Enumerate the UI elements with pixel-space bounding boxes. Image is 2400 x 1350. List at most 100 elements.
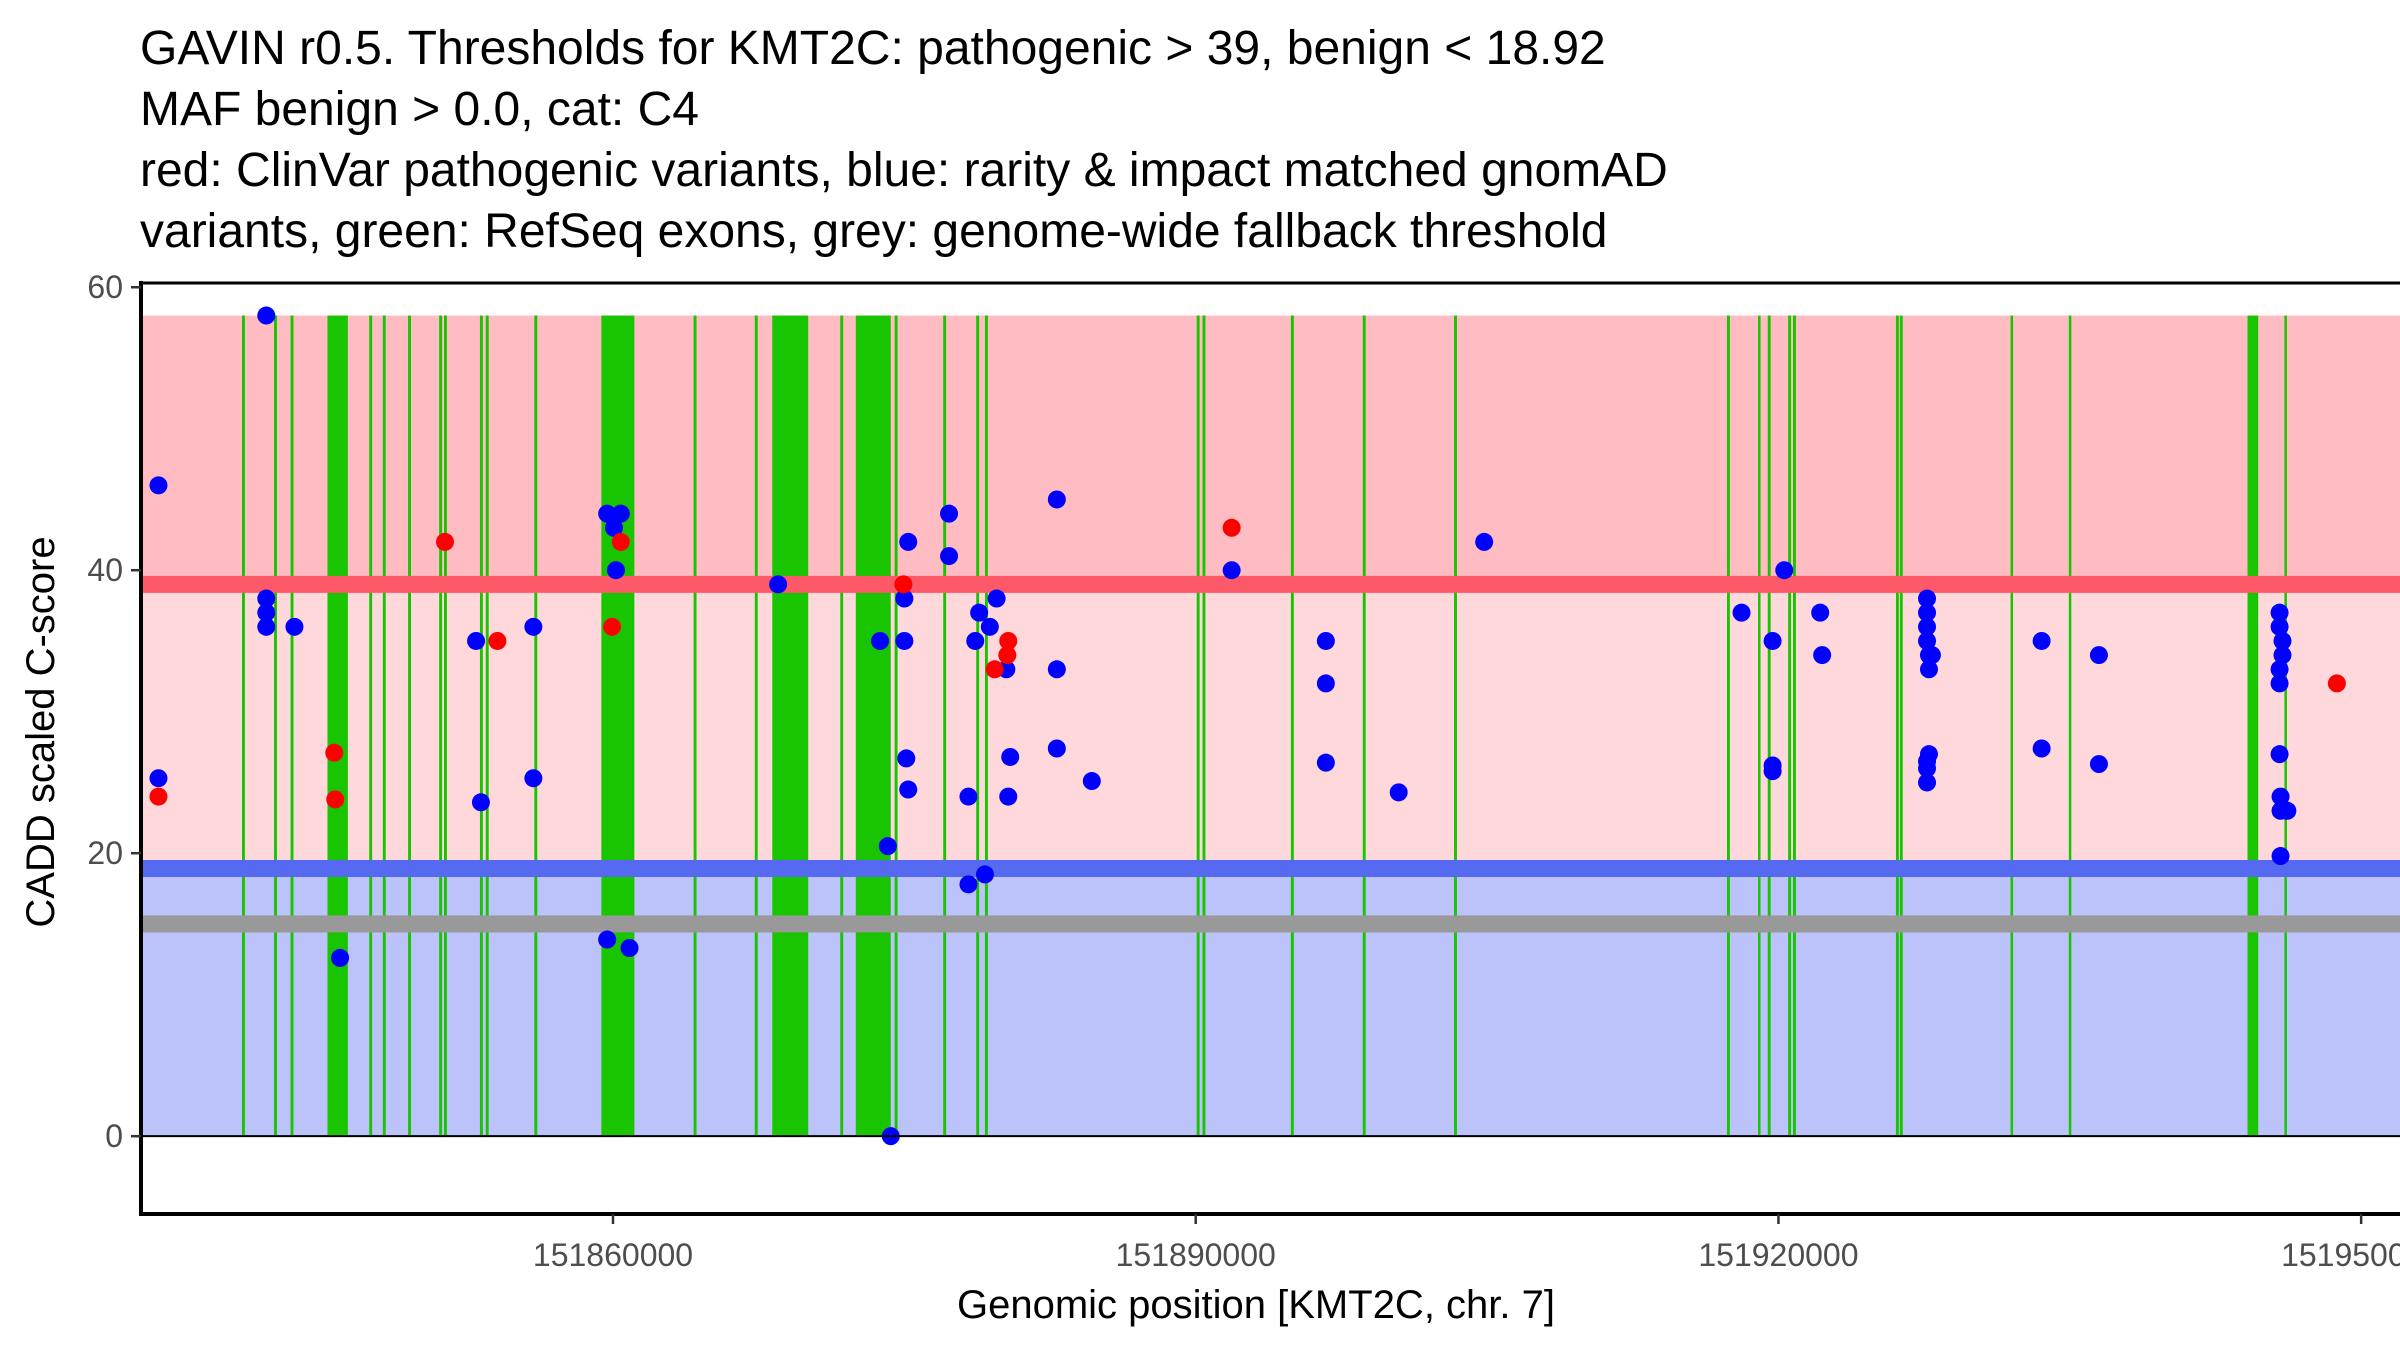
benign-threshold-line xyxy=(141,859,2400,877)
gnomad-point xyxy=(2270,617,2289,636)
exon-bar xyxy=(1290,315,1294,1137)
gnomad-point xyxy=(598,504,617,523)
gnomad-point xyxy=(1918,603,1937,622)
gnomad-point xyxy=(999,787,1018,806)
gnomad-point xyxy=(2273,631,2292,650)
gnomad-point xyxy=(2273,646,2292,665)
exon-bar xyxy=(840,315,844,1137)
clinvar-point xyxy=(998,646,1017,665)
gnomad-point xyxy=(257,589,276,608)
gnomad-point xyxy=(285,617,304,636)
gnomad-point xyxy=(1918,617,1937,636)
y-tick-label: 20 xyxy=(87,835,123,871)
gnomad-point xyxy=(987,589,1006,608)
gnomad-point xyxy=(2271,847,2290,866)
gnomad-point xyxy=(2089,646,2108,665)
exon-bar xyxy=(439,315,443,1137)
y-axis-label: CADD scaled C-score xyxy=(19,536,63,927)
gnomad-point xyxy=(1316,753,1335,772)
gnomad-point xyxy=(2270,674,2289,693)
exon-bar xyxy=(1454,315,1457,1137)
exon-bar xyxy=(290,315,294,1137)
gnomad-point xyxy=(940,547,959,566)
gnomad-point xyxy=(467,631,486,650)
gnomad-point xyxy=(1813,646,1832,665)
gnomad-point xyxy=(1775,561,1794,580)
exon-bar xyxy=(1895,315,1899,1137)
exon-bar xyxy=(772,315,809,1137)
exon-bar xyxy=(327,315,348,1137)
exon-bar xyxy=(2247,315,2259,1137)
gnomad-point xyxy=(769,575,788,594)
title-line-3: red: ClinVar pathogenic variants, blue: … xyxy=(140,144,1668,197)
exon-bar xyxy=(855,315,891,1137)
exon-bar xyxy=(1196,315,1200,1137)
gnomad-point xyxy=(1763,631,1782,650)
gnomad-point xyxy=(1763,762,1782,781)
exon-bar xyxy=(479,315,483,1137)
clinvar-point xyxy=(985,660,1004,679)
gnomad-point xyxy=(611,504,630,523)
exon-bar xyxy=(693,315,697,1137)
exon-bar xyxy=(894,315,898,1137)
gnomad-point xyxy=(2032,739,2051,758)
exon-bar xyxy=(1758,315,1761,1137)
clinvar-point xyxy=(611,532,630,551)
title-line-2: MAF benign > 0.0, cat: C4 xyxy=(140,83,699,136)
gnomad-point xyxy=(940,504,959,523)
gnomad-point xyxy=(897,749,916,768)
exon-bar xyxy=(976,315,980,1137)
gnomad-point xyxy=(899,780,918,799)
title-line-1: GAVIN r0.5. Thresholds for KMT2C: pathog… xyxy=(140,22,1606,75)
gnomad-point xyxy=(149,769,168,788)
x-tick-label: 151890000 xyxy=(1116,1237,1276,1273)
gnomad-point xyxy=(878,837,897,856)
exon-bar xyxy=(1726,315,1730,1137)
exon-bar xyxy=(1899,315,1903,1137)
clinvar-point xyxy=(603,617,622,636)
gnomad-point xyxy=(1918,759,1937,778)
exon-bar xyxy=(2284,315,2287,1137)
exon-bar xyxy=(754,315,758,1137)
exon-bar xyxy=(601,315,635,1137)
exon-bar xyxy=(984,315,988,1137)
gnomad-point xyxy=(620,939,639,957)
axis-layer: 0 20 40 60 151860000 151890000 151920000 151950… xyxy=(87,269,2400,1273)
clinvar-point xyxy=(435,532,454,551)
gnomad-point xyxy=(2089,755,2108,774)
gnomad-point xyxy=(959,787,978,806)
gnomad-point xyxy=(975,865,994,884)
pathogenic-threshold-line xyxy=(141,575,2400,593)
chart-title: GAVIN r0.5. Thresholds for KMT2C: pathog… xyxy=(140,18,1668,262)
gnomad-point xyxy=(970,603,989,622)
gnomad-point xyxy=(257,603,276,622)
gnomad-point xyxy=(959,875,978,894)
gnomad-point xyxy=(2270,660,2289,679)
gnomad-point xyxy=(895,631,914,650)
point-layer xyxy=(149,306,2346,1146)
gnomad-point xyxy=(598,930,617,949)
gnomad-point xyxy=(331,948,350,967)
gnomad-point xyxy=(1001,747,1020,766)
gnomad-point xyxy=(1047,490,1066,509)
gnomad-point xyxy=(1918,631,1937,650)
exon-bar xyxy=(1202,315,1206,1137)
clinvar-point xyxy=(488,631,507,650)
gnomad-point xyxy=(1811,603,1830,622)
clinvar-point xyxy=(999,631,1018,650)
threshold-layer xyxy=(141,575,2400,933)
gnomad-point xyxy=(1082,772,1101,791)
gnomad-point xyxy=(2271,787,2290,806)
y-tick-label: 60 xyxy=(87,269,123,305)
exon-bar xyxy=(1793,315,1796,1137)
gnomad-point xyxy=(980,617,999,636)
gnomad-point xyxy=(895,589,914,608)
gnomad-point xyxy=(1732,603,1751,622)
exon-bar xyxy=(274,315,277,1137)
gnomad-point xyxy=(257,306,276,325)
exon-bar xyxy=(2010,315,2014,1137)
x-tick-label: 151860000 xyxy=(533,1237,693,1273)
exon-bar xyxy=(1788,315,1792,1137)
gnomad-point xyxy=(899,532,918,551)
